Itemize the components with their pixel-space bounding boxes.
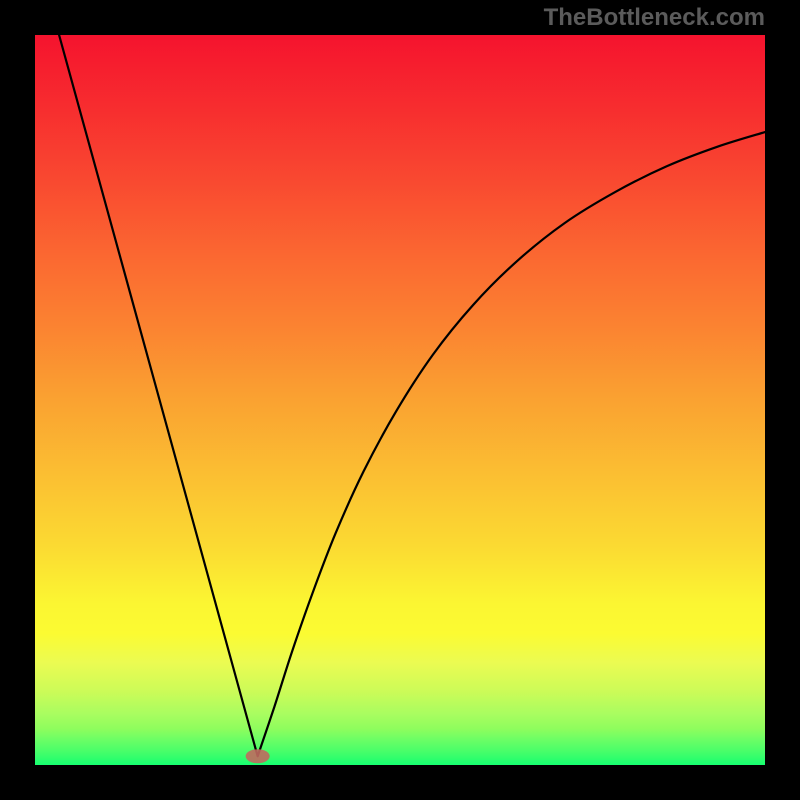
plot-svg bbox=[35, 35, 765, 765]
gradient-background bbox=[35, 35, 765, 765]
chart-container: TheBottleneck.com bbox=[0, 0, 800, 800]
watermark-text: TheBottleneck.com bbox=[544, 4, 765, 32]
minimum-marker bbox=[246, 749, 270, 763]
plot-area bbox=[35, 35, 765, 765]
